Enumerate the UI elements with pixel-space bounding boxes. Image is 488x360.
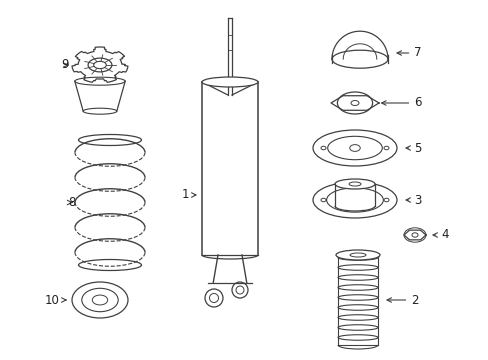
Ellipse shape [383,198,388,202]
Ellipse shape [204,289,223,307]
Ellipse shape [312,182,396,218]
Ellipse shape [337,265,377,270]
Ellipse shape [337,315,377,320]
Ellipse shape [84,55,115,75]
Text: 7: 7 [396,46,421,59]
Ellipse shape [337,285,377,290]
Ellipse shape [312,130,396,166]
Ellipse shape [202,77,258,87]
Ellipse shape [349,145,360,151]
Ellipse shape [337,305,377,310]
Text: 4: 4 [432,229,448,242]
Ellipse shape [331,50,387,68]
Ellipse shape [383,146,388,150]
Ellipse shape [337,295,377,300]
Ellipse shape [337,255,377,260]
Ellipse shape [337,275,377,280]
Ellipse shape [209,293,218,302]
Ellipse shape [350,100,358,105]
Ellipse shape [337,92,372,114]
Ellipse shape [326,188,383,212]
Ellipse shape [236,286,244,294]
Ellipse shape [88,58,112,72]
Text: 8: 8 [67,196,76,209]
Ellipse shape [349,253,365,257]
Ellipse shape [411,233,417,237]
Text: 6: 6 [381,96,421,109]
Text: 5: 5 [405,141,421,154]
Ellipse shape [320,146,325,150]
Text: 1: 1 [181,189,196,202]
Text: 9: 9 [61,58,69,72]
Ellipse shape [337,325,377,330]
Text: 10: 10 [44,293,66,306]
Ellipse shape [231,282,247,298]
Ellipse shape [348,182,360,186]
Text: 3: 3 [405,194,421,207]
Ellipse shape [335,250,379,260]
Ellipse shape [341,53,377,65]
Ellipse shape [72,282,128,318]
Ellipse shape [320,198,325,202]
Ellipse shape [94,61,106,69]
Ellipse shape [337,335,377,340]
Ellipse shape [92,295,107,305]
Ellipse shape [81,288,118,312]
Ellipse shape [334,179,374,189]
Text: 2: 2 [386,293,418,306]
Ellipse shape [327,136,382,160]
